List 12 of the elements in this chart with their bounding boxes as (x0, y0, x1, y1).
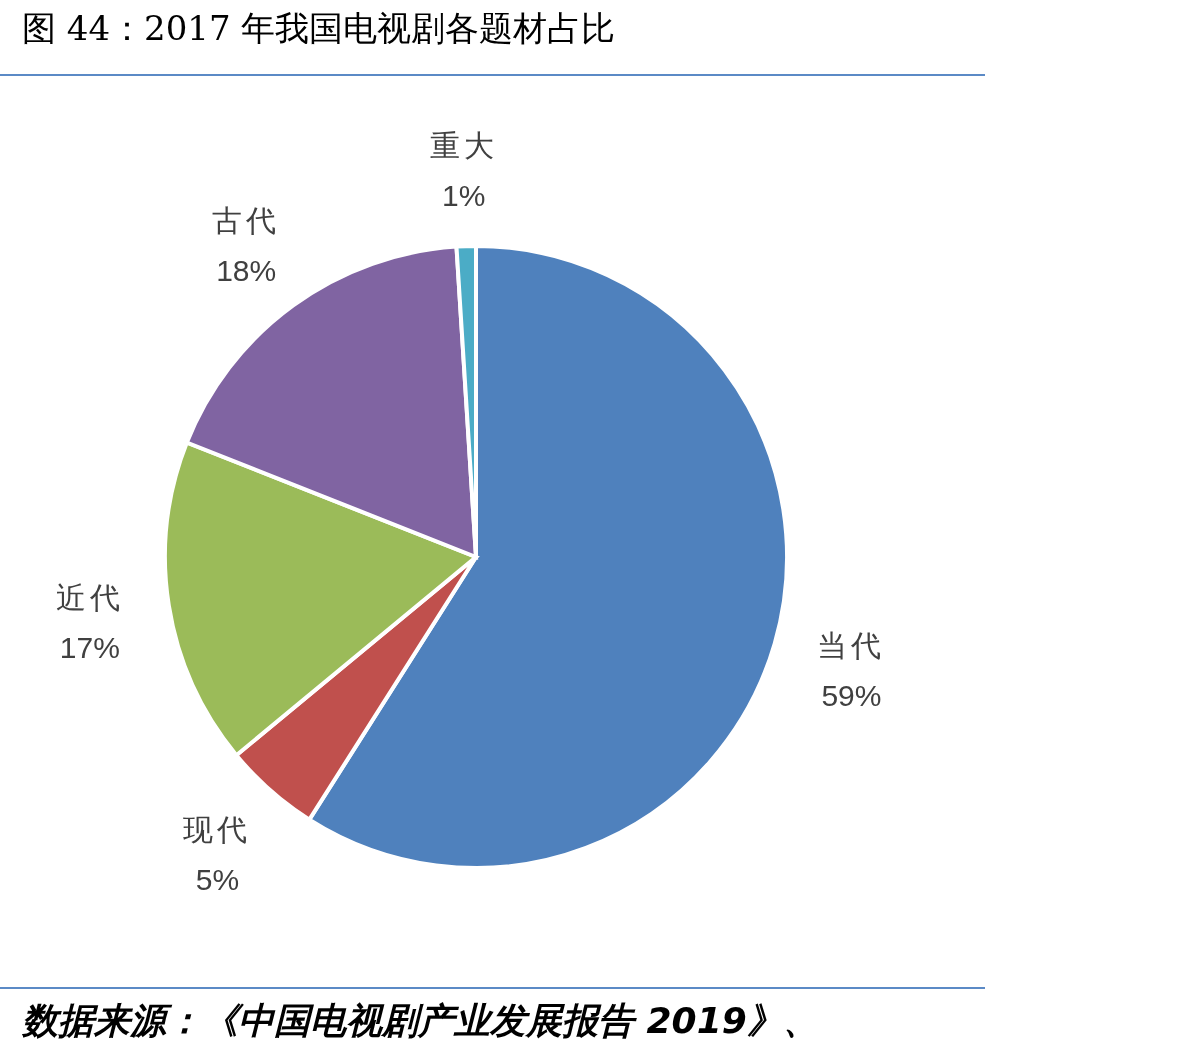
source-note: 数据来源：《中国电视剧产业发展报告 2019》、 (21, 1000, 819, 1041)
data-label: 5% (195, 863, 240, 897)
slice-label: 当代 (817, 628, 886, 664)
data-label: 59% (821, 679, 882, 713)
data-label: 17% (59, 631, 120, 665)
slice-label: 古代 (212, 202, 281, 238)
slice-label: 近代 (55, 580, 124, 616)
chart-title: 图 44：2017 年我国电视剧各题材占比 (22, 8, 616, 48)
data-label: 18% (216, 253, 277, 287)
slice-label: 重大 (429, 128, 498, 164)
data-label: 1% (442, 179, 486, 213)
slice-label: 现代 (183, 812, 252, 848)
